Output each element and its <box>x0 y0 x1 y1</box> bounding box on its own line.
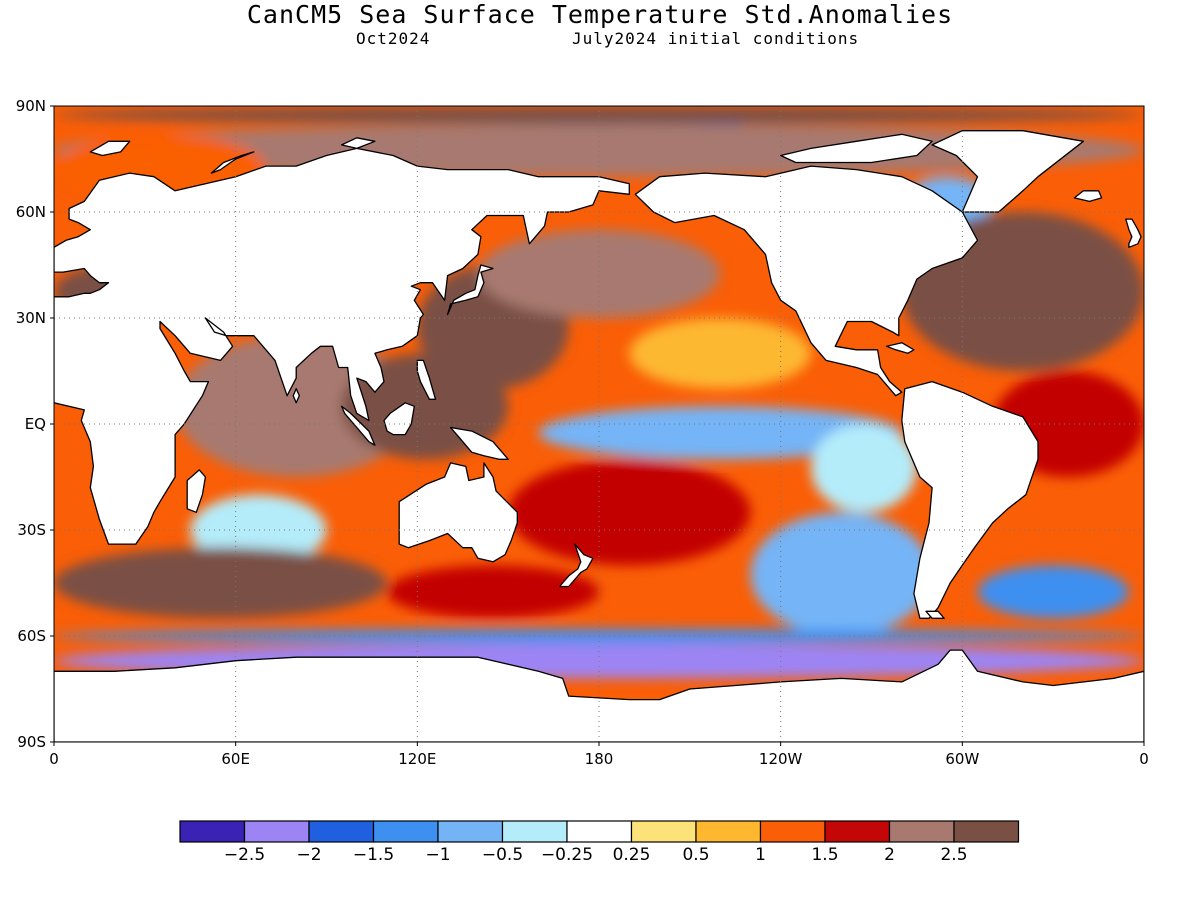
land-antarctica <box>54 649 1144 742</box>
lon-tick-label: 60W <box>945 750 979 768</box>
land-greenland <box>931 130 1085 213</box>
colorbar-swatch <box>695 820 762 843</box>
lon-tick-label: 120W <box>759 750 803 768</box>
colorbar-tick-label: −0.5 <box>482 845 523 865</box>
land-africa-europe-asia <box>54 147 630 545</box>
lon-tick-label: 60E <box>221 750 250 768</box>
colorbar-swatch <box>372 820 439 843</box>
land-madagascar <box>186 469 207 513</box>
land-cuba <box>885 342 915 354</box>
lat-tick-label: 90S <box>17 733 46 751</box>
lat-tick-label: 60N <box>16 203 46 221</box>
anomaly-region-2 <box>750 512 933 637</box>
map-title: CanCM5 Sea Surface Temperature Std.Anoma… <box>246 0 954 29</box>
colorbar-tick-label: −1 <box>425 845 450 865</box>
colorbar-swatch <box>953 820 1020 843</box>
colorbar-swatch <box>888 820 955 843</box>
land-new-guinea <box>449 426 509 460</box>
colorbar-swatch <box>566 820 633 843</box>
land-australia <box>398 462 518 563</box>
land-new-zealand <box>558 543 594 588</box>
land-japan <box>446 264 494 316</box>
land-severnaya-zemlya <box>340 137 376 150</box>
anomaly-region-13 <box>508 459 751 566</box>
lat-tick-label: 60S <box>17 627 46 645</box>
land-mask-layer <box>54 130 1144 742</box>
colorbar-tick-label: 1 <box>755 845 766 865</box>
colorbar-tick-label: 1.5 <box>811 845 838 865</box>
anomaly-region-17 <box>387 565 599 619</box>
anomaly-region-21 <box>54 106 1144 124</box>
anomaly-region-11 <box>477 229 721 318</box>
colorbar-swatch <box>824 820 891 843</box>
anomaly-region-0 <box>538 406 902 460</box>
lat-tick-label: 90N <box>16 97 46 115</box>
land-novaya-zemlya <box>210 151 255 174</box>
anomaly-region-9 <box>977 565 1129 619</box>
latitude-axis: 90N 60N 30N EQ 30S 60S 90S <box>16 97 54 751</box>
colorbar-tick-label: −1.5 <box>353 845 394 865</box>
initial-conditions-label: July2024 initial conditions <box>572 29 860 48</box>
anomaly-region-16 <box>54 547 388 619</box>
lon-tick-label: 180 <box>585 750 614 768</box>
land-borneo <box>383 402 415 436</box>
lat-tick-label: 30S <box>17 521 46 539</box>
lon-tick-label: 0 <box>49 750 59 768</box>
lon-tick-label: 120E <box>398 750 436 768</box>
land-iceland <box>1073 190 1103 203</box>
colorbar-swatch <box>437 820 504 843</box>
anomaly-region-8 <box>190 494 327 566</box>
colorbar-tick-label: −2 <box>296 845 321 865</box>
graticule <box>54 106 1144 742</box>
land-south-america <box>901 380 1039 619</box>
anomaly-region-12 <box>629 318 811 389</box>
land-uk <box>1125 218 1142 248</box>
colorbar-swatch <box>179 820 246 843</box>
land-sri-lanka <box>292 388 300 404</box>
anomaly-region-1 <box>810 424 917 513</box>
colorbar-swatch <box>501 820 568 843</box>
colorbar-tick-label: 2 <box>884 845 895 865</box>
land-philippines <box>416 359 437 400</box>
colorbar: −2.5 −2 −1.5 −1 −0.5 −0.25 0.25 0.5 1 1.5 2 2.5 <box>179 820 1020 865</box>
land-sumatra <box>340 405 376 446</box>
colorbar-swatch <box>759 820 826 843</box>
land-tierra-del-fuego <box>925 610 945 619</box>
lat-tick-label: EQ <box>25 415 46 433</box>
colorbar-tick-label: 2.5 <box>940 845 967 865</box>
lat-tick-label: 30N <box>16 309 46 327</box>
colorbar-swatch <box>308 820 375 843</box>
land-svalbard <box>89 140 131 157</box>
colorbar-tick-label: 0.5 <box>682 845 709 865</box>
colorbar-tick-label: −2.5 <box>224 845 265 865</box>
colorbar-swatch <box>630 820 697 843</box>
colorbar-tick-label: −0.25 <box>541 845 593 865</box>
land-north-america <box>634 165 979 397</box>
longitude-axis: 0 60E 120E 180 120W 60W 0 <box>49 742 1149 768</box>
valid-month-label: Oct2024 <box>356 29 431 48</box>
colorbar-tick-label: 0.25 <box>613 845 651 865</box>
lon-tick-label: 0 <box>1139 750 1149 768</box>
colorbar-swatch <box>243 820 310 843</box>
land-canadian-archipelago <box>780 133 933 164</box>
